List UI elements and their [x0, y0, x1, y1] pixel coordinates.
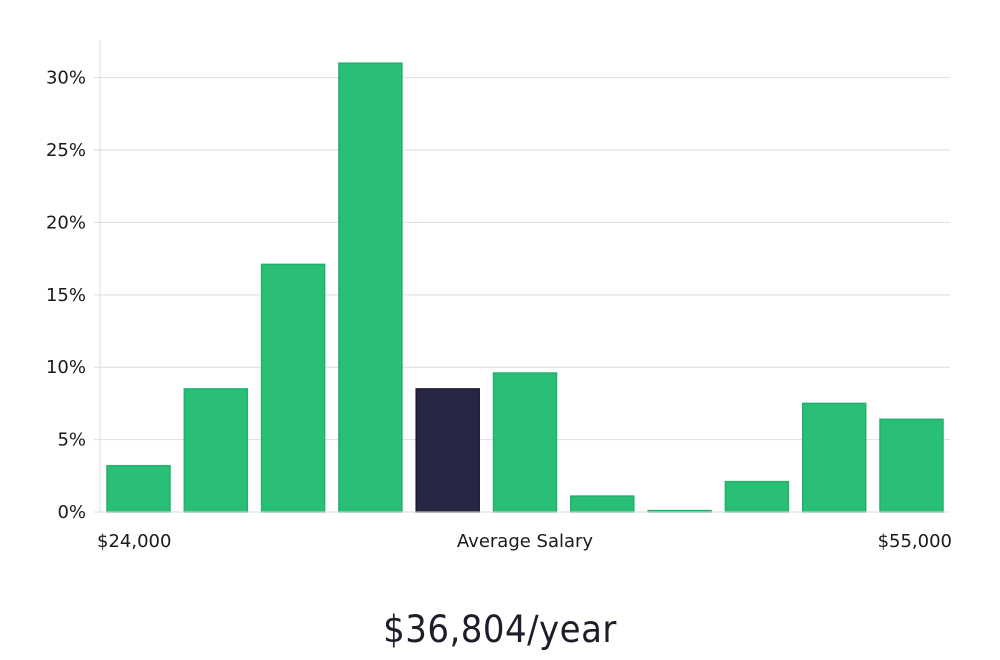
y-tick-label: 10% [46, 357, 86, 378]
x-axis-min-label: $24,000 [97, 531, 171, 552]
y-tick-label: 25% [46, 140, 86, 161]
bar-highlighted-average [415, 388, 480, 513]
bars [106, 62, 944, 513]
bar [183, 388, 249, 513]
bar [724, 480, 790, 513]
bar [338, 62, 403, 513]
salary-histogram: 0% 5% 10% 15% 20% 25% 30% $24,000 Average Sala… [46, 40, 952, 552]
x-axis-max-label: $55,000 [878, 531, 952, 552]
bar [106, 464, 171, 513]
y-tick-label: 20% [46, 212, 86, 233]
bar [260, 263, 326, 513]
average-salary-value: $36,804/year [383, 608, 617, 651]
bar [879, 418, 944, 513]
bar [492, 372, 558, 513]
y-tick-label: 0% [57, 502, 86, 523]
bar [801, 402, 867, 513]
y-tick-label: 5% [57, 430, 86, 451]
x-axis-label: Average Salary [457, 531, 594, 552]
y-axis-ticks: 0% 5% 10% 15% 20% 25% 30% [46, 68, 100, 523]
y-tick-label: 15% [46, 285, 86, 306]
y-tick-label: 30% [46, 68, 86, 89]
bar [570, 495, 635, 513]
